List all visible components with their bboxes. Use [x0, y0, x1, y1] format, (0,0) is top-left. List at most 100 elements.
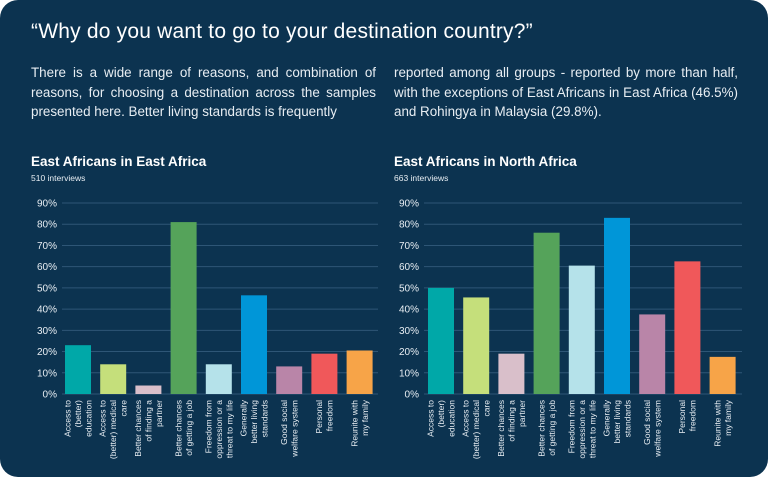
y-tick-label: 80%: [399, 220, 419, 231]
x-tick-label-line: of finding a: [143, 400, 153, 442]
bar: [709, 356, 736, 394]
x-tick-label: Freedom fromoppression or athreat to my …: [203, 400, 234, 459]
x-tick-label-line: Access to: [63, 400, 73, 437]
x-tick-label-line: education: [447, 400, 457, 437]
page-title: “Why do you want to go to your destinati…: [31, 20, 533, 43]
y-tick-label: 0%: [405, 390, 420, 401]
x-tick-label-line: Personal: [314, 400, 324, 434]
x-tick-label: Better chancesof finding apartner: [133, 400, 164, 457]
bar: [135, 385, 162, 394]
bar: [498, 353, 525, 394]
x-tick-label-line: Freedom from: [566, 400, 576, 453]
x-tick-label: Access to(better)education: [426, 400, 457, 437]
x-tick-label-line: Better chances: [173, 400, 183, 457]
y-tick-label: 80%: [37, 220, 57, 231]
y-tick-label: 70%: [37, 241, 57, 252]
x-tick-label-line: Access to: [98, 400, 108, 437]
bar: [428, 287, 454, 394]
x-tick-label-line: Personal: [677, 400, 687, 434]
x-tick-label-line: Better chances: [496, 400, 506, 457]
x-tick-label-line: partner: [154, 400, 164, 427]
x-tick-label-line: (better) medical: [108, 400, 118, 459]
x-tick-label-line: Good social: [279, 400, 289, 445]
x-tick-label-line: freedom: [688, 400, 698, 431]
x-tick-label-line: (better): [73, 400, 83, 428]
x-tick-label-line: welfare system: [289, 400, 299, 458]
x-tick-label-line: better living: [249, 400, 259, 444]
x-tick-label: Better chancesof getting a job: [536, 400, 557, 457]
x-tick-label-line: Generally: [602, 399, 612, 436]
bar: [100, 364, 127, 394]
chart-subtitle: 510 interviews: [31, 173, 85, 183]
y-tick-label: 0%: [43, 390, 58, 401]
y-tick-label: 90%: [37, 199, 57, 210]
y-tick-label: 40%: [399, 305, 419, 316]
x-tick-label-line: oppression or a: [577, 400, 587, 459]
y-tick-label: 60%: [37, 262, 57, 273]
y-tick-label: 60%: [399, 262, 419, 273]
chart-subtitle: 663 interviews: [394, 173, 448, 183]
chart-2: East Africans in North Africa 663 intervi…: [394, 154, 742, 459]
bar: [674, 261, 701, 394]
x-tick-label-line: standards: [260, 400, 270, 437]
x-tick-label-line: Generally: [239, 399, 249, 436]
y-tick-label: 70%: [399, 241, 419, 252]
x-tick-label-line: oppression or a: [214, 400, 224, 459]
x-tick-label-line: (better): [436, 400, 446, 428]
x-tick-label-line: care: [119, 400, 129, 417]
x-tick-label: Freedom fromoppression or athreat to my …: [566, 400, 597, 459]
chart-title: East Africans in East Africa: [31, 154, 207, 169]
x-tick-label: Better chancesof finding apartner: [496, 400, 527, 457]
x-tick-label-line: Access to: [426, 400, 436, 437]
x-tick-label: Access to(better) medicalcare: [461, 400, 492, 459]
x-tick-label-line: Good social: [642, 400, 652, 445]
bar: [241, 295, 267, 394]
y-tick-label: 40%: [37, 305, 57, 316]
chart-1: East Africans in East Africa 510 intervie…: [31, 154, 378, 459]
x-tick-label: Reunite withmy family: [712, 399, 733, 447]
x-tick-label-line: (better) medical: [471, 400, 481, 459]
bar: [639, 314, 666, 394]
y-tick-label: 20%: [399, 347, 419, 358]
y-tick-label: 90%: [399, 199, 419, 210]
y-tick-label: 30%: [399, 326, 419, 337]
x-tick-label: Better chancesof getting a job: [173, 400, 194, 457]
bar: [346, 350, 373, 394]
x-tick-label-line: of getting a job: [547, 400, 557, 456]
x-tick-label-line: Freedom from: [203, 400, 213, 453]
bar: [65, 345, 91, 394]
y-tick-label: 30%: [37, 326, 57, 337]
x-tick-label-line: freedom: [325, 400, 335, 431]
x-tick-label-line: care: [482, 400, 492, 417]
bar: [205, 364, 232, 394]
x-tick-label-line: education: [84, 400, 94, 437]
x-tick-label-line: of getting a job: [184, 400, 194, 456]
bar: [170, 222, 197, 394]
x-tick-label: Generallybetter livingstandards: [602, 399, 633, 443]
x-tick-label-line: Better chances: [133, 400, 143, 457]
x-tick-label-line: standards: [623, 400, 633, 437]
x-tick-label: Personalfreedom: [677, 400, 698, 434]
x-tick-label: Personalfreedom: [314, 400, 335, 434]
x-tick-label-line: partner: [517, 400, 527, 427]
bar: [604, 217, 630, 394]
x-tick-label: Good socialwelfare system: [279, 400, 300, 458]
x-tick-label-line: Access to: [461, 400, 471, 437]
x-tick-label-line: threat to my life: [587, 400, 597, 458]
x-tick-label: Reunite withmy family: [349, 399, 370, 447]
bar: [463, 297, 490, 394]
bar: [568, 265, 595, 394]
x-tick-label-line: of finding a: [506, 400, 516, 442]
y-tick-label: 20%: [37, 347, 57, 358]
x-tick-label-line: threat to my life: [224, 400, 234, 458]
bar: [311, 353, 338, 394]
x-tick-label-line: Reunite with: [349, 400, 359, 447]
x-tick-label-line: better living: [612, 400, 622, 444]
chart-title: East Africans in North Africa: [394, 154, 577, 169]
intro-paragraph-left: There is a wide range of reasons, and co…: [31, 65, 376, 119]
x-tick-label: Generallybetter livingstandards: [239, 399, 270, 443]
x-tick-label: Access to(better) medicalcare: [98, 400, 129, 459]
y-tick-label: 50%: [399, 283, 419, 294]
